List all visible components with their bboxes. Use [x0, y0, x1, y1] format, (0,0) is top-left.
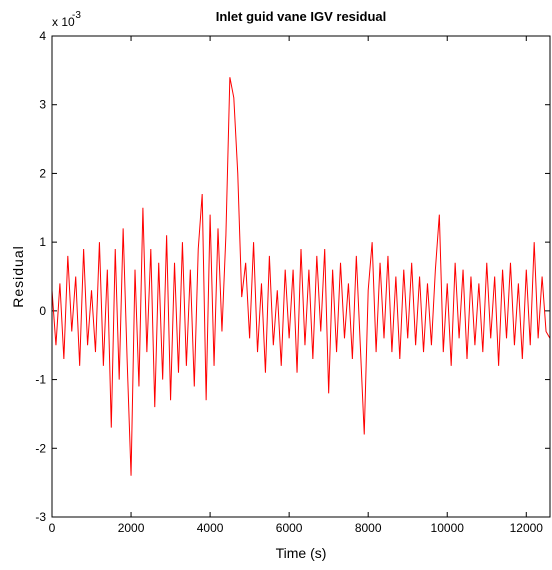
axis-ticks [51, 35, 550, 518]
x-tick-label: 6000 [276, 521, 303, 535]
x-tick-label: 8000 [355, 521, 382, 535]
chart-title: Inlet guid vane IGV residual [216, 9, 387, 24]
x-tick-label: 12000 [510, 521, 544, 535]
y-tick-label: -1 [35, 373, 46, 387]
y-axis-label: Residual [10, 245, 26, 307]
y-tick-label: 4 [39, 29, 46, 43]
x-axis-label: Time (s) [276, 545, 327, 561]
x-tick-label: 10000 [431, 521, 465, 535]
y-tick-label: 1 [39, 235, 46, 249]
series-line [51, 77, 551, 476]
y-tick-label: 2 [39, 166, 46, 180]
x-tick-labels: 0 2000 4000 6000 8000 10000 12000 [49, 521, 544, 535]
y-tick-label: -2 [35, 441, 46, 455]
plot-frame [51, 35, 551, 518]
series-line-group [51, 77, 551, 476]
x-tick-label: 0 [49, 521, 56, 535]
x-tick-label: 4000 [197, 521, 224, 535]
y-multiplier-exponent: -3 [72, 10, 81, 21]
y-multiplier-label: x 10 [52, 15, 75, 29]
y-tick-label: 0 [39, 304, 46, 318]
y-tick-label: 3 [39, 98, 46, 112]
y-tick-labels: -3 -2 -1 0 1 2 3 4 [35, 29, 46, 524]
x-tick-label: 2000 [118, 521, 145, 535]
y-tick-label: -3 [35, 510, 46, 524]
